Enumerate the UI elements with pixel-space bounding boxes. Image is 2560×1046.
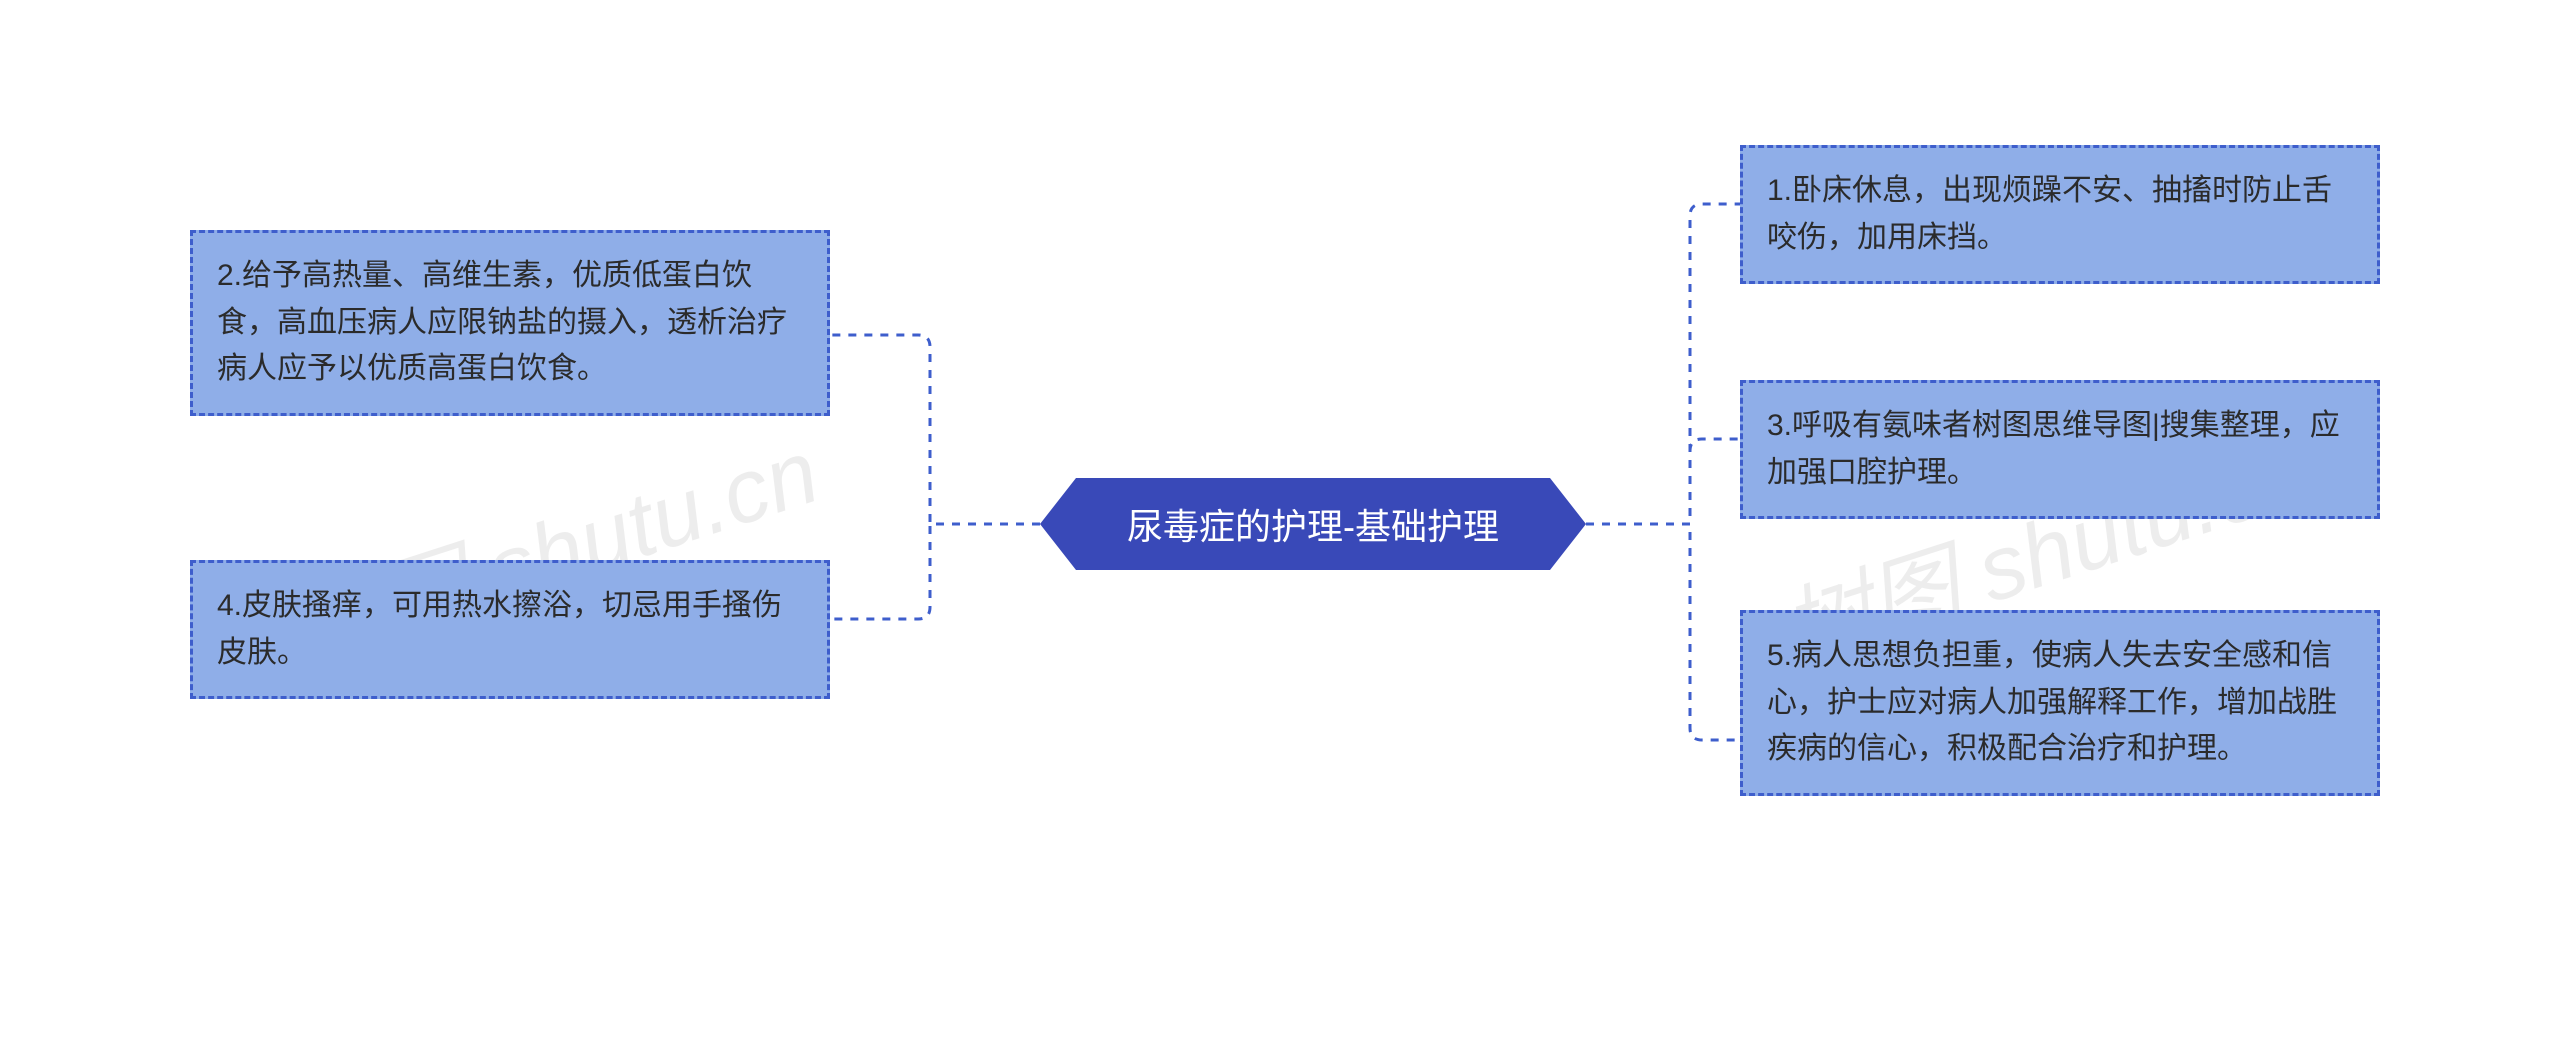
connector-to-n1 <box>1586 204 1740 524</box>
connector-to-n3 <box>1586 439 1740 524</box>
mindmap-canvas: 树图 shutu.cn 树图 shutu.cn 尿毒症的护理-基础护理 2.给予… <box>0 0 2560 1046</box>
child-node-4: 4.皮肤搔痒，可用热水擦浴，切忌用手搔伤皮肤。 <box>190 560 830 699</box>
child-node-3: 3.呼吸有氨味者树图思维导图|搜集整理，应加强口腔护理。 <box>1740 380 2380 519</box>
connector-to-n5 <box>1586 524 1740 740</box>
connector-to-n4 <box>830 524 1040 619</box>
child-node-5: 5.病人思想负担重，使病人失去安全感和信心，护士应对病人加强解释工作，增加战胜疾… <box>1740 610 2380 796</box>
connector-to-n2 <box>830 335 1040 524</box>
center-node: 尿毒症的护理-基础护理 <box>1040 478 1586 570</box>
child-node-1: 1.卧床休息，出现烦躁不安、抽搐时防止舌咬伤，加用床挡。 <box>1740 145 2380 284</box>
child-node-2: 2.给予高热量、高维生素，优质低蛋白饮食，高血压病人应限钠盐的摄入，透析治疗病人… <box>190 230 830 416</box>
